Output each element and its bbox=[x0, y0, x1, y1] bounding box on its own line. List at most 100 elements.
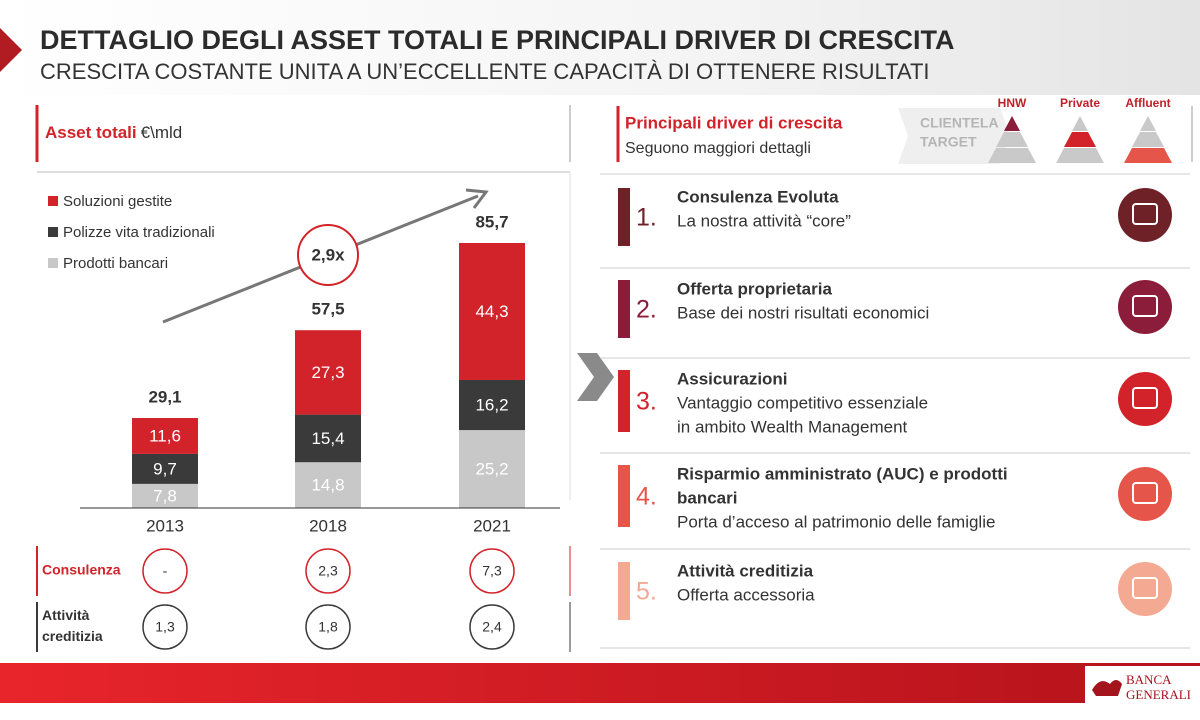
kpi-value: 2,4 bbox=[482, 619, 502, 635]
logo-text: GENERALI bbox=[1126, 687, 1191, 702]
segment-label: Affluent bbox=[1125, 96, 1170, 110]
bar-segment bbox=[459, 430, 525, 508]
bar-segment bbox=[295, 330, 361, 415]
x-tick-label: 2021 bbox=[473, 516, 511, 535]
bar-segment bbox=[295, 414, 361, 463]
header-background bbox=[0, 0, 1200, 95]
driver-icon-glyph bbox=[1132, 295, 1158, 317]
value-label: 11,6 bbox=[149, 426, 181, 445]
header-marker bbox=[0, 28, 22, 72]
driver-icon-glyph bbox=[1132, 203, 1158, 225]
bar-segment bbox=[132, 418, 198, 454]
x-tick-label: 2013 bbox=[146, 516, 184, 535]
kpi-circle bbox=[469, 604, 515, 650]
driver-icon bbox=[1118, 467, 1172, 521]
legend-label: Polizze vita tradizionali bbox=[63, 224, 215, 241]
kpi-circle bbox=[469, 548, 515, 594]
kpi-circle bbox=[305, 604, 351, 650]
value-label: 14,8 bbox=[311, 476, 344, 495]
growth-label: 2,9x bbox=[311, 245, 345, 264]
footer-band bbox=[0, 663, 1200, 703]
target-label: TARGET bbox=[920, 134, 977, 150]
row-label: creditizia bbox=[42, 628, 103, 644]
value-label: 15,4 bbox=[311, 429, 344, 448]
kpi-circle bbox=[142, 548, 188, 594]
total-label: 29,1 bbox=[148, 388, 181, 407]
driver-icon bbox=[1118, 562, 1172, 616]
legend-swatch bbox=[48, 196, 58, 206]
driver-bar bbox=[618, 465, 630, 527]
value-label: 7,8 bbox=[153, 486, 177, 505]
row-label: Attività bbox=[42, 607, 90, 623]
legend-label: Soluzioni gestite bbox=[63, 193, 172, 210]
driver-title: bancari bbox=[677, 488, 737, 507]
growth-arrow-head bbox=[465, 188, 489, 209]
target-arrow bbox=[898, 108, 1010, 164]
legend-label: Prodotti bancari bbox=[63, 255, 168, 272]
pyramid-tier bbox=[1004, 116, 1020, 131]
driver-bar bbox=[618, 188, 630, 246]
bar-segment bbox=[132, 483, 198, 508]
value-label: 27,3 bbox=[311, 363, 344, 382]
bar-segment bbox=[459, 379, 525, 431]
pyramid-tier bbox=[1132, 132, 1164, 147]
driver-number: 1. bbox=[636, 204, 657, 232]
driver-icon-glyph bbox=[1132, 482, 1158, 504]
kpi-value: 7,3 bbox=[482, 563, 502, 579]
pyramid-tier bbox=[1124, 148, 1172, 163]
chevron bbox=[577, 353, 614, 401]
pyramid-tier bbox=[1140, 116, 1156, 131]
kpi-circle bbox=[142, 604, 188, 650]
driver-icon-glyph bbox=[1132, 387, 1158, 409]
segment-label: Private bbox=[1060, 96, 1100, 110]
pyramid-tier bbox=[1072, 116, 1088, 131]
value-label: 25,2 bbox=[475, 460, 508, 479]
kpi-rows: Consulenza - 2,3 7,3 Attività creditizia 1,3 1,… bbox=[36, 546, 571, 652]
value-label: 9,7 bbox=[153, 459, 177, 478]
pyramid-tier bbox=[996, 132, 1028, 147]
driver-description: Base dei nostri risultati economici bbox=[677, 303, 929, 322]
driver-title: Assicurazioni bbox=[677, 369, 788, 388]
driver-bar bbox=[618, 562, 630, 620]
total-label: 85,7 bbox=[475, 212, 508, 231]
chart-heading: Asset totali €\mld bbox=[45, 123, 182, 142]
driver-icon bbox=[1118, 188, 1172, 242]
chart: Soluzioni gestite Polizze vita tradiziona… bbox=[48, 193, 560, 535]
driver-description: in ambito Wealth Management bbox=[677, 417, 908, 436]
growth-badge bbox=[297, 224, 359, 286]
driver-description: Offerta accessoria bbox=[677, 585, 815, 604]
driver-description: Porta d’acceso al patrimonio delle famig… bbox=[677, 512, 995, 531]
driver-description: La nostra attività “core” bbox=[677, 211, 851, 230]
driver-icon bbox=[1118, 280, 1172, 334]
kpi-value: - bbox=[163, 563, 168, 579]
driver-bar bbox=[618, 370, 630, 432]
driver-description: Vantaggio competitivo essenziale bbox=[677, 393, 928, 412]
pyramid-tier bbox=[1064, 132, 1096, 147]
logo-lion bbox=[1092, 680, 1122, 696]
segment-label: HNW bbox=[998, 96, 1027, 110]
total-label: 57,5 bbox=[311, 300, 344, 319]
driver-number: 3. bbox=[636, 388, 657, 416]
pyramid-tier bbox=[988, 148, 1036, 163]
x-tick-label: 2018 bbox=[309, 516, 347, 535]
driver-bar bbox=[618, 280, 630, 338]
bar-segment bbox=[459, 243, 525, 380]
target-label: CLIENTELA bbox=[920, 115, 999, 131]
driver-icon-glyph bbox=[1132, 577, 1158, 599]
chart-title: Asset totali bbox=[45, 123, 137, 142]
value-label: 16,2 bbox=[475, 396, 508, 415]
drivers-title: Principali driver di crescita bbox=[625, 113, 843, 132]
value-label: 44,3 bbox=[475, 302, 508, 321]
kpi-value: 1,3 bbox=[155, 619, 175, 635]
driver-title: Offerta proprietaria bbox=[677, 279, 832, 298]
slide-subtitle: CRESCITA COSTANTE UNITA A UN’ECCELLENTE … bbox=[40, 59, 930, 84]
driver-number: 2. bbox=[636, 296, 657, 324]
kpi-circle bbox=[305, 548, 351, 594]
drivers: CLIENTELA TARGET HNW Private Affluent 1. Consu… bbox=[600, 96, 1190, 649]
bar-segment bbox=[132, 453, 198, 484]
legend-swatch bbox=[48, 258, 58, 268]
driver-number: 4. bbox=[636, 483, 657, 511]
